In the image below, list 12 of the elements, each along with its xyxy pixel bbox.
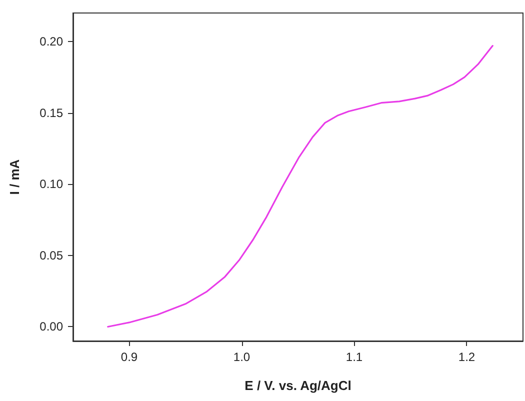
y-tick-label: 0.00 [40, 320, 64, 334]
y-tick-label: 0.15 [40, 106, 64, 120]
y-axis-title: I / mA [7, 158, 22, 195]
y-tick-label: 0.10 [40, 177, 64, 192]
x-tick-label: 1.1 [346, 350, 363, 364]
y-tick-label: 0.20 [40, 34, 64, 49]
y-tick-label: 0.05 [40, 248, 64, 262]
x-axis-title: E / V. vs. Ag/AgCl [244, 378, 352, 393]
x-tick-label: 1.2 [458, 350, 476, 364]
line-series [107, 45, 494, 328]
x-tick-label: 0.9 [120, 350, 138, 364]
x-tick-label: 1.0 [233, 350, 250, 364]
